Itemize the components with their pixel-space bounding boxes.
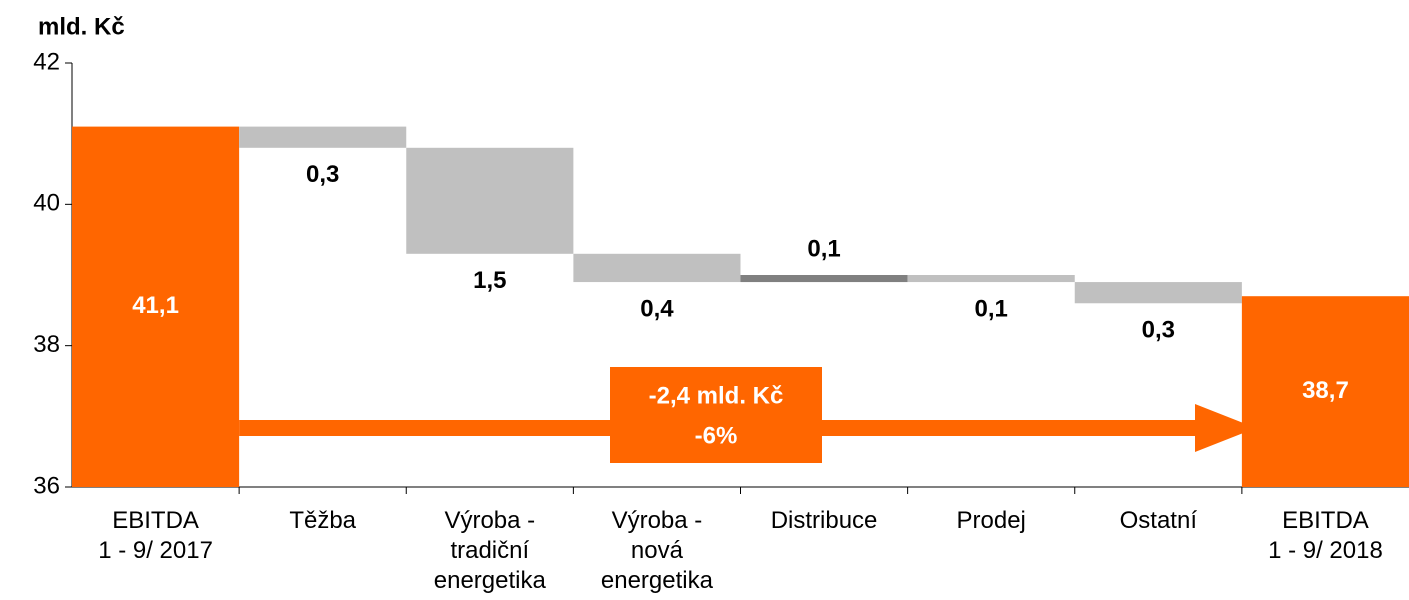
value-label: 41,1 <box>132 292 179 319</box>
x-tick-label: Prodej <box>957 507 1026 534</box>
value-label: 1,5 <box>473 267 506 294</box>
annotation-text: -6% <box>695 422 738 449</box>
bar <box>1241 296 1409 487</box>
value-label: 38,7 <box>1302 377 1349 404</box>
bar <box>239 126 407 148</box>
x-tick-label: Výroba -tradiční energetika <box>434 507 547 594</box>
bar <box>1074 282 1242 304</box>
bar <box>573 253 741 283</box>
arrow-head <box>1195 404 1256 452</box>
x-tick-label: Ostatní <box>1120 507 1198 534</box>
x-tick-label: Těžba <box>289 507 356 534</box>
value-label: 0,1 <box>975 295 1008 322</box>
y-tick-label: 36 <box>33 472 60 499</box>
value-label: 0,1 <box>807 235 840 262</box>
value-label: 0,3 <box>306 161 339 188</box>
x-tick-label: Výroba -nová energetika <box>601 507 714 594</box>
annotation-text: -2,4 mld. Kč <box>649 382 784 409</box>
annotation-box <box>610 367 822 463</box>
value-label: 0,4 <box>640 295 674 322</box>
x-tick-label: EBITDA 1 - 9/ 2017 <box>98 507 213 564</box>
x-tick-label: Distribuce <box>771 507 878 534</box>
y-tick-label: 42 <box>33 48 60 75</box>
x-tick-label: EBITDA 1 - 9/ 2018 <box>1268 507 1383 564</box>
bar <box>907 275 1075 283</box>
bar <box>406 147 574 254</box>
bar <box>740 275 908 283</box>
value-label: 0,3 <box>1142 317 1175 344</box>
y-tick-label: 38 <box>33 331 60 358</box>
y-tick-label: 40 <box>33 190 60 217</box>
y-axis-label: mld. Kč <box>38 13 125 40</box>
bar <box>72 126 240 487</box>
